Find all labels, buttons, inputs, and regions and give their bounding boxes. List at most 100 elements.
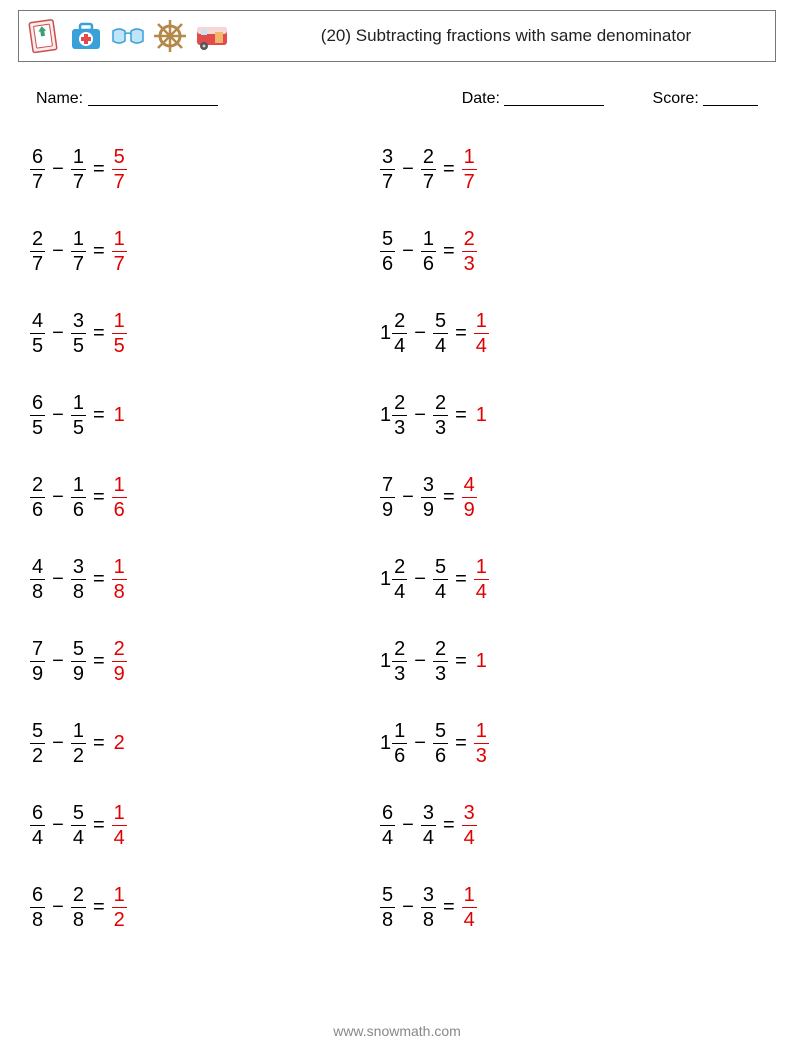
denominator: 5 [30,334,45,356]
numerator: 2 [433,393,448,415]
problems-column-1: 67−17=5727−17=1745−35=1565−15=126−16=164… [30,128,380,948]
numerator: 5 [433,721,448,743]
minus-operator: − [395,240,421,263]
minus-operator: − [407,404,433,427]
denominator: 4 [392,580,407,602]
answer-whole: 1 [474,404,489,427]
numerator: 1 [112,885,127,907]
fraction: 15 [71,393,86,438]
fraction: 56 [380,229,395,274]
equals-sign: = [86,404,112,427]
denominator: 9 [421,498,436,520]
answer-fraction: 15 [112,311,127,356]
denominator: 3 [462,252,477,274]
answer-fraction: 13 [474,721,489,766]
minus-operator: − [395,896,421,919]
problem-row: 79−39=49 [380,456,730,538]
fraction: 17 [71,229,86,274]
score-blank[interactable] [703,105,758,106]
answer-fraction: 14 [112,803,127,848]
denominator: 3 [392,662,407,684]
numerator: 7 [30,639,45,661]
answer-fraction: 29 [112,639,127,684]
fraction: 35 [71,311,86,356]
fraction: 54 [433,311,448,356]
problem-row: 37−27=17 [380,128,730,210]
denominator: 2 [71,744,86,766]
minus-operator: − [407,322,433,345]
numerator: 2 [433,639,448,661]
minus-operator: − [45,814,71,837]
minus-operator: − [407,650,433,673]
equals-sign: = [436,158,462,181]
fraction: 17 [71,147,86,192]
denominator: 6 [433,744,448,766]
minus-operator: − [45,240,71,263]
fraction: 16 [421,229,436,274]
problem-row: 67−17=57 [30,128,380,210]
fraction: 67 [30,147,45,192]
problem-row: 124−54=14 [380,538,730,620]
denominator: 7 [30,252,45,274]
fraction: 26 [30,475,45,520]
score-field: Score: [653,90,770,108]
numerator: 1 [392,721,407,743]
denominator: 3 [433,662,448,684]
minus-operator: − [45,322,71,345]
fraction: 28 [71,885,86,930]
equals-sign: = [86,650,112,673]
denominator: 3 [474,744,489,766]
numerator: 1 [421,229,436,251]
denominator: 6 [112,498,127,520]
denominator: 4 [474,580,489,602]
fraction: 58 [380,885,395,930]
denominator: 4 [433,580,448,602]
numerator: 5 [380,885,395,907]
numerator: 4 [30,311,45,333]
numerator: 2 [112,639,127,661]
equals-sign: = [86,158,112,181]
minus-operator: − [407,568,433,591]
numerator: 1 [462,885,477,907]
denominator: 7 [71,170,86,192]
answer-fraction: 14 [462,885,477,930]
problem-row: 68−28=12 [30,866,380,948]
denominator: 5 [112,334,127,356]
minus-operator: − [45,896,71,919]
minus-operator: − [45,486,71,509]
denominator: 8 [30,908,45,930]
denominator: 4 [462,826,477,848]
denominator: 3 [433,416,448,438]
whole-number: 1 [380,404,392,427]
denominator: 8 [71,580,86,602]
minus-operator: − [395,814,421,837]
numerator: 6 [30,147,45,169]
answer-fraction: 49 [462,475,477,520]
fraction: 24 [392,311,407,356]
denominator: 7 [421,170,436,192]
numerator: 5 [433,311,448,333]
numerator: 5 [433,557,448,579]
equals-sign: = [86,814,112,837]
ship-wheel-icon [151,17,189,55]
equals-sign: = [448,568,474,591]
name-blank[interactable] [88,105,218,106]
numerator: 6 [380,803,395,825]
fraction: 64 [380,803,395,848]
fraction: 27 [30,229,45,274]
numerator: 1 [71,475,86,497]
denominator: 9 [30,662,45,684]
problem-row: 64−34=34 [380,784,730,866]
denominator: 6 [30,498,45,520]
minus-operator: − [45,404,71,427]
denominator: 6 [421,252,436,274]
problem-row: 27−17=17 [30,210,380,292]
fraction: 65 [30,393,45,438]
numerator: 3 [380,147,395,169]
numerator: 1 [112,229,127,251]
date-blank[interactable] [504,105,604,106]
denominator: 2 [112,908,127,930]
denominator: 4 [433,334,448,356]
answer-whole: 2 [112,732,127,755]
numerator: 1 [112,475,127,497]
